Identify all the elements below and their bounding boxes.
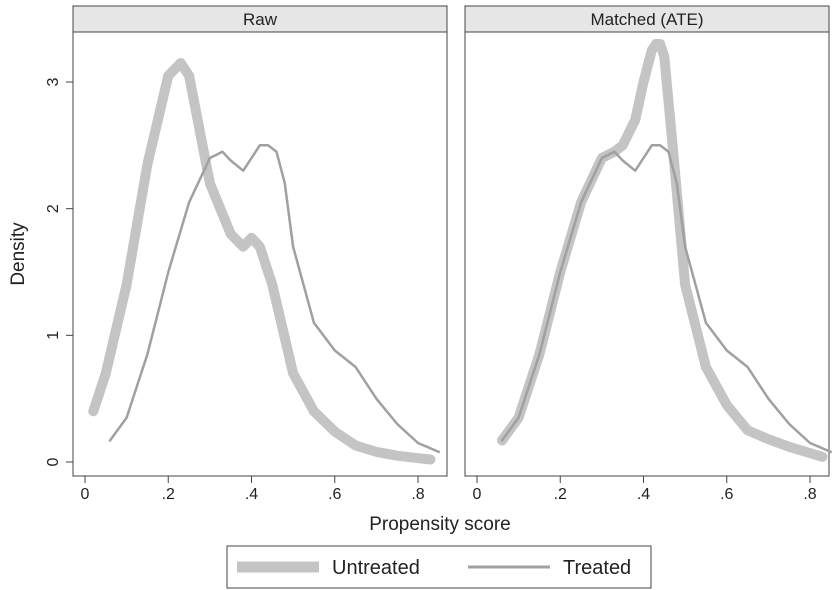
y-axis-label: Density — [8, 222, 29, 286]
x-axis-raw: 0 .2 .4 .6 .8 — [81, 476, 425, 503]
legend-label-untreated: Untreated — [332, 557, 420, 579]
x-tick-label: .2 — [554, 486, 567, 503]
x-axis-matched: 0 .2 .4 .6 .8 — [473, 476, 817, 503]
x-tick-label: .6 — [328, 486, 341, 503]
panel-matched-header — [464, 5, 830, 33]
panel-matched-title: Matched (ATE) — [590, 10, 703, 29]
x-tick-label: .6 — [720, 486, 733, 503]
y-tick-label: 1 — [45, 331, 62, 340]
panel-matched-marks: 0 .2 .4 .6 .8 — [473, 39, 832, 503]
x-tick-label: .4 — [637, 486, 650, 503]
panel-raw: Raw 0 .2 .4 .6 .8 — [72, 5, 448, 503]
series-line-treated-matched — [500, 144, 832, 454]
legend: Untreated Treated — [226, 545, 652, 589]
x-tick-label: .4 — [245, 486, 258, 503]
x-axis-label: Propensity score — [369, 514, 511, 535]
series-line-treated-raw — [108, 144, 441, 454]
panel-raw-marks: 0 .2 .4 .6 .8 — [81, 58, 441, 503]
x-tick-label: .8 — [411, 486, 424, 503]
legend-label-treated: Treated — [563, 557, 631, 579]
x-tick-label: 0 — [473, 486, 482, 503]
x-tick-label: 0 — [81, 486, 90, 503]
y-tick-label: 2 — [45, 204, 62, 213]
panel-raw-title: Raw — [243, 10, 278, 29]
x-tick-label: .2 — [162, 486, 175, 503]
x-tick-label: .8 — [803, 486, 816, 503]
y-tick-label: 3 — [45, 77, 62, 86]
panel-matched: Matched (ATE) 0 .2 .4 .6 .8 — [464, 5, 832, 503]
panel-raw-header — [72, 5, 448, 33]
y-tick-label: 0 — [45, 457, 62, 466]
y-axis: 0 1 2 3 — [45, 32, 74, 476]
series-line-untreated-raw — [88, 58, 436, 465]
